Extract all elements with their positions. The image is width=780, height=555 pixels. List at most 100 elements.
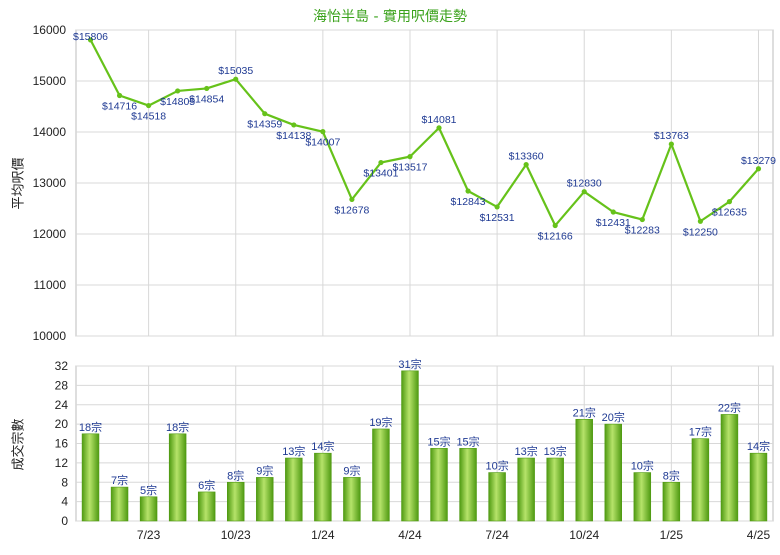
x-tick: 1/25: [660, 528, 684, 542]
price-point-label: $15035: [218, 65, 253, 77]
price-point: [465, 188, 471, 194]
price-point-label: $12678: [334, 204, 369, 216]
volume-bar-label: 10宗: [485, 459, 508, 473]
volume-bar-label: 5宗: [140, 483, 157, 497]
price-point-label: $12830: [567, 178, 602, 190]
volume-bar: [517, 457, 535, 522]
volume-bar-label: 22宗: [718, 400, 741, 414]
price-point-label: $14716: [102, 100, 137, 112]
price-point: [610, 209, 616, 215]
volume-bar: [343, 477, 361, 522]
volume-axis-label: 成交宗數: [11, 418, 27, 471]
x-tick: 4/25: [747, 528, 771, 542]
volume-bar-label: 14宗: [311, 439, 334, 453]
volume-bar-label: 15宗: [456, 434, 479, 448]
volume-bar-label: 7宗: [111, 473, 128, 487]
volume-bar: [546, 457, 564, 522]
volume-bar: [372, 428, 390, 522]
price-point-label: $12250: [683, 226, 718, 238]
price-point: [291, 122, 297, 128]
price-point-label: $14007: [305, 137, 340, 149]
volume-bar-label: 10宗: [631, 459, 654, 473]
price-point-label: $13401: [363, 168, 398, 180]
price-line: [89, 39, 760, 227]
volume-bar: [81, 433, 100, 522]
volume-bar: [256, 477, 274, 522]
price-point: [233, 76, 239, 82]
price-point-label: $14138: [276, 130, 311, 142]
price-point-label: $13279: [741, 155, 776, 167]
price-point: [87, 37, 94, 43]
volume-bar: [691, 438, 710, 522]
volume-y-tick: 32: [55, 359, 69, 373]
price-point-label: $14805: [160, 96, 195, 108]
price-point-label: $13360: [509, 151, 544, 163]
price-point-label: $12635: [712, 207, 747, 219]
price-point: [262, 111, 268, 117]
volume-bar-label: 21宗: [573, 405, 596, 419]
volume-bar: [430, 448, 448, 522]
price-y-tick: 16000: [33, 23, 67, 37]
volume-bar-label: 13宗: [544, 444, 567, 458]
price-y-tick: 10000: [33, 329, 67, 343]
volume-bar: [604, 423, 622, 522]
price-y-tick: 14000: [33, 125, 67, 139]
price-y-tick: 11000: [34, 278, 67, 292]
price-y-tick: 15000: [33, 74, 67, 88]
price-point: [320, 129, 326, 135]
price-point-label: $14854: [189, 93, 224, 105]
price-y-tick: 13000: [33, 176, 67, 190]
volume-bar: [662, 481, 681, 522]
price-point: [204, 85, 210, 92]
volume-bar-label: 19宗: [369, 415, 392, 429]
volume-bar: [227, 481, 245, 522]
price-point: [581, 189, 587, 195]
volume-bar-label: 31宗: [398, 357, 421, 371]
price-point-label: $14081: [421, 114, 456, 126]
price-point: [175, 88, 181, 94]
price-y-tick: 12000: [33, 227, 67, 241]
volume-bar: [749, 452, 768, 522]
volume-y-tick: 8: [61, 475, 68, 489]
volume-bar: [168, 433, 187, 522]
price-point-label: $12283: [625, 225, 660, 237]
price-point-label: $13517: [392, 162, 427, 174]
x-tick: 1/24: [311, 528, 335, 542]
x-tick: 10/24: [569, 528, 599, 542]
price-point: [494, 204, 500, 210]
volume-bar-label: 13宗: [515, 444, 538, 458]
price-point: [523, 162, 529, 168]
volume-bar: [633, 472, 652, 522]
volume-bar-label: 14宗: [747, 439, 770, 453]
price-point-label: $12431: [596, 217, 631, 229]
price-point: [116, 92, 123, 99]
volume-bar: [575, 418, 593, 522]
volume-bar-label: 8宗: [227, 468, 244, 482]
volume-bar-label: 15宗: [427, 434, 450, 448]
volume-bar-label: 18宗: [166, 420, 189, 434]
price-point-label: $12843: [451, 196, 486, 208]
volume-y-tick: 12: [55, 456, 69, 470]
volume-y-tick: 4: [61, 495, 68, 509]
price-point: [668, 141, 674, 147]
price-point-label: $13763: [654, 130, 689, 142]
price-point-label: $14359: [247, 119, 282, 131]
x-tick: 7/24: [485, 528, 509, 542]
price-point-label: $14518: [131, 111, 166, 123]
x-tick: 4/24: [398, 528, 422, 542]
price-point: [436, 125, 442, 131]
volume-bar: [720, 414, 739, 522]
volume-bar: [459, 448, 477, 522]
volume-bar: [401, 370, 419, 522]
price-point: [349, 196, 355, 203]
price-point: [755, 166, 762, 172]
volume-bar-label: 9宗: [343, 463, 360, 477]
volume-y-tick: 0: [61, 514, 68, 528]
chart-title: 海怡半島 - 實用呎價走勢: [313, 9, 467, 25]
price-axis-label: 平均呎價: [11, 157, 27, 210]
x-tick: 10/23: [221, 528, 251, 542]
volume-bar: [314, 452, 332, 522]
price-point-label: $12166: [538, 231, 573, 243]
